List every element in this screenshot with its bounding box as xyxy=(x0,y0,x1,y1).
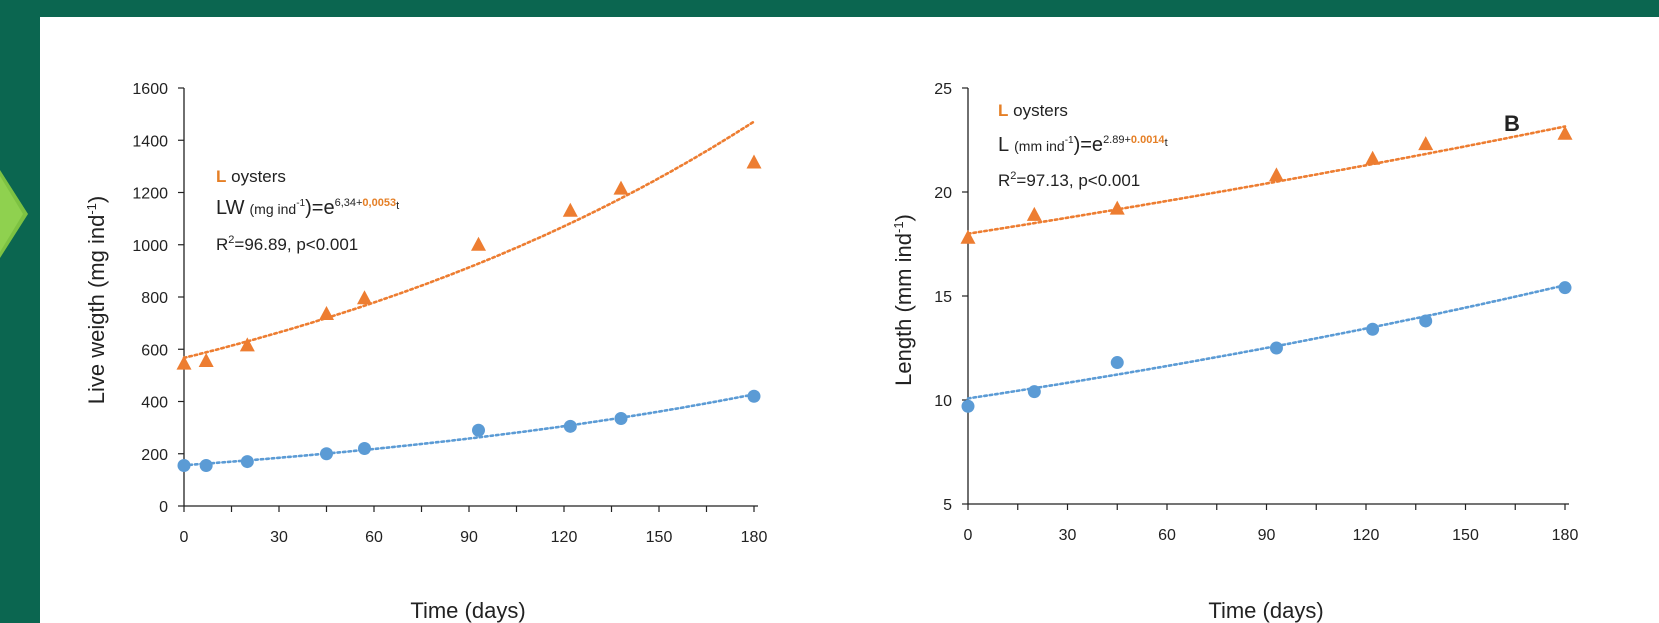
chart-b-points xyxy=(960,125,1573,413)
y-tick-label: 15 xyxy=(934,289,952,306)
y-tick-label: 25 xyxy=(934,81,952,98)
chart-b-panel-label: B xyxy=(1504,111,1520,136)
data-point-circle xyxy=(961,399,975,413)
x-tick-label: 90 xyxy=(460,529,478,546)
data-point-triangle xyxy=(1268,167,1284,182)
figure-panel xyxy=(40,17,1659,623)
arrow-icon xyxy=(0,170,28,258)
data-point-triangle xyxy=(960,229,976,244)
data-point-circle xyxy=(1558,281,1572,295)
svg-text:R2=96.89, p<0.001: R2=96.89, p<0.001 xyxy=(216,234,358,254)
chart-b-axes xyxy=(962,87,1569,510)
chart-b-y-axis-title: Length (mm ind-1) xyxy=(891,214,916,386)
x-tick-label: 180 xyxy=(741,529,768,546)
data-point-circle xyxy=(1419,314,1433,328)
trendline xyxy=(182,393,756,467)
data-point-triangle xyxy=(1109,200,1125,215)
y-tick-label: 400 xyxy=(141,395,168,412)
chart-a-tick-labels: 0 200 400 600 800 1000 1200 1400 1600 0 30 60 90 120 1… xyxy=(132,81,767,546)
data-point-circle xyxy=(320,447,333,461)
trendline xyxy=(182,120,756,360)
data-point-circle xyxy=(240,455,254,469)
y-tick-label: 1400 xyxy=(132,133,168,150)
chart-b-annotation: L oysters L (mm ind-1)=e2.89+0.0014t R2=9… xyxy=(998,101,1168,190)
chart-live-weight: 0 200 400 600 800 1000 1200 1400 1600 0 30 60 90 120 1… xyxy=(84,81,767,623)
x-tick-label: 120 xyxy=(1353,527,1380,544)
data-point-circle xyxy=(1110,356,1124,370)
y-tick-label: 800 xyxy=(141,290,168,307)
data-point-circle xyxy=(358,442,371,456)
data-point-circle xyxy=(563,419,577,433)
y-tick-label: 20 xyxy=(934,185,952,202)
chart-a-x-axis-title: Time (days) xyxy=(410,598,525,623)
chart-a-axes xyxy=(178,87,758,512)
x-tick-label: 30 xyxy=(270,529,288,546)
data-point-triangle xyxy=(746,154,762,169)
svg-text:R2=97.13, p<0.001: R2=97.13, p<0.001 xyxy=(998,170,1140,190)
data-point-circle xyxy=(1027,385,1041,399)
y-tick-label: 5 xyxy=(943,497,952,514)
data-point-triangle xyxy=(357,290,372,305)
y-tick-label: 1600 xyxy=(132,81,168,98)
data-point-triangle xyxy=(319,305,334,320)
data-point-triangle xyxy=(613,180,629,195)
chart-b-trendlines xyxy=(966,125,1567,400)
data-point-circle xyxy=(199,459,213,473)
x-tick-label: 0 xyxy=(180,529,189,546)
data-point-triangle xyxy=(1365,150,1381,165)
y-tick-label: 1200 xyxy=(132,186,168,203)
data-point-triangle xyxy=(239,337,255,352)
svg-text:L oysters: L oysters xyxy=(998,101,1068,120)
data-point-circle xyxy=(1366,322,1380,336)
chart-a-trendlines xyxy=(182,120,756,467)
chart-a-annotation: L oysters LW (mg ind-1)=e6,34+0,0053t R2=… xyxy=(216,167,399,254)
data-point-circle xyxy=(472,423,485,437)
data-point-circle xyxy=(614,411,628,425)
x-tick-label: 150 xyxy=(646,529,673,546)
trendline xyxy=(966,283,1567,400)
x-tick-label: 150 xyxy=(1452,527,1479,544)
chart-a-y-axis-title: Live weigth (mg ind-1) xyxy=(84,196,109,404)
y-tick-label: 1000 xyxy=(132,238,168,255)
data-point-circle xyxy=(177,459,191,473)
data-point-triangle xyxy=(471,236,486,251)
svg-text:L(mm ind-1)=e2.89+0.0014t: L (mm ind-1)=e2.89+0.0014t xyxy=(998,134,1168,156)
x-tick-label: 30 xyxy=(1059,527,1077,544)
y-tick-label: 10 xyxy=(934,393,952,410)
svg-text:L oysters: L oysters xyxy=(216,167,286,186)
y-tick-label: 600 xyxy=(141,342,168,359)
x-tick-label: 60 xyxy=(365,529,383,546)
data-point-triangle xyxy=(562,202,578,217)
data-point-triangle xyxy=(176,355,192,370)
svg-text:LW(mg ind-1)=e6,34+0,0053t: LW (mg ind-1)=e6,34+0,0053t xyxy=(216,197,399,219)
data-point-triangle xyxy=(1026,206,1042,221)
y-tick-label: 200 xyxy=(141,447,168,464)
data-point-triangle xyxy=(198,353,214,368)
data-point-triangle xyxy=(1557,125,1573,140)
x-tick-label: 60 xyxy=(1158,527,1176,544)
chart-b-tick-labels: 5 10 15 20 25 0 30 60 90 120 150 180 xyxy=(934,81,1578,544)
y-tick-label: 0 xyxy=(159,499,168,516)
x-tick-label: 120 xyxy=(551,529,578,546)
data-point-triangle xyxy=(1418,136,1434,151)
trendline xyxy=(966,125,1567,235)
data-point-circle xyxy=(747,389,761,403)
x-tick-label: 180 xyxy=(1552,527,1579,544)
chart-b-x-axis-title: Time (days) xyxy=(1208,598,1323,623)
data-point-circle xyxy=(1269,341,1283,355)
x-tick-label: 0 xyxy=(964,527,973,544)
chart-a-points xyxy=(176,154,762,473)
x-tick-label: 90 xyxy=(1258,527,1276,544)
